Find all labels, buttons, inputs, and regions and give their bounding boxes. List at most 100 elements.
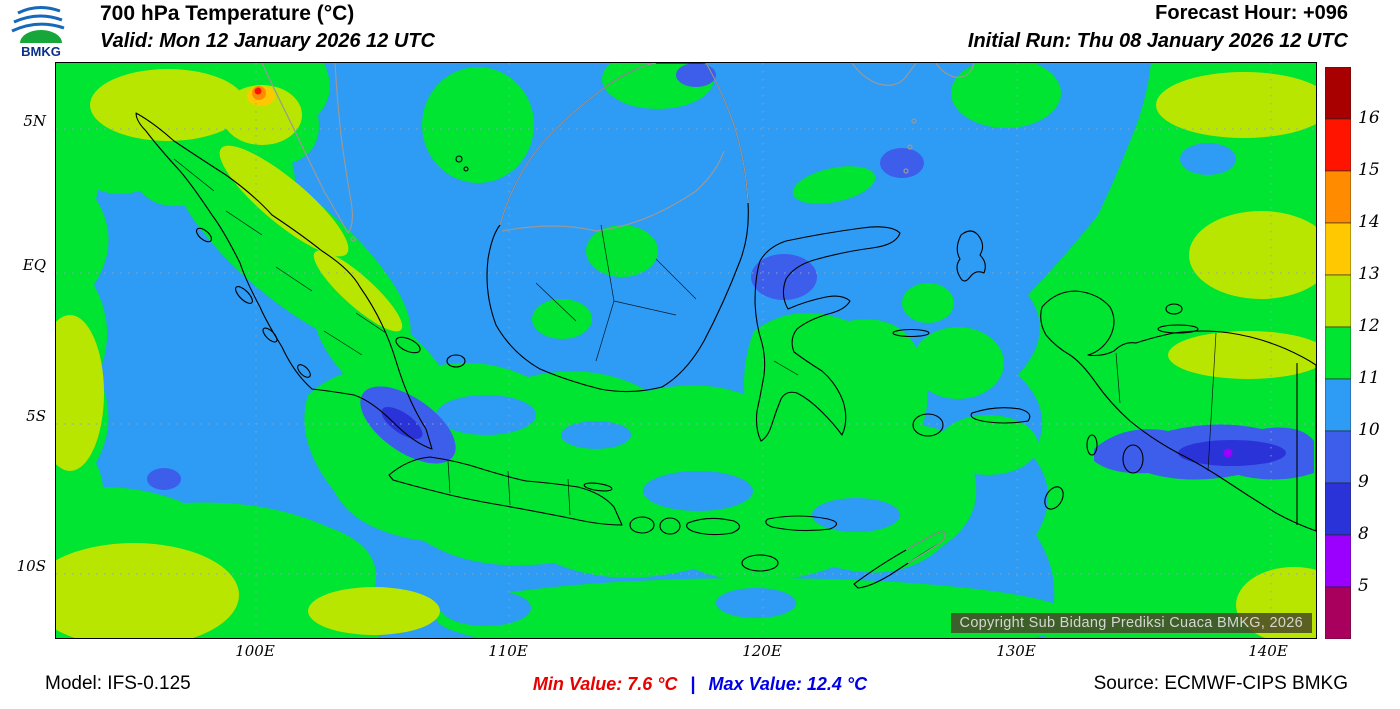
temp-regions-chartreuse <box>56 69 1316 638</box>
legend-tick: 12 <box>1358 316 1380 336</box>
legend-colorbar <box>1324 66 1352 640</box>
island-flores <box>765 515 838 532</box>
island-belitung <box>446 354 466 368</box>
lon-label-140e: 140E <box>1248 642 1288 660</box>
legend-band <box>1324 586 1352 640</box>
temp-region <box>1168 331 1316 379</box>
temp-region <box>1018 63 1316 638</box>
temp-region <box>532 299 592 339</box>
temp-region <box>902 283 954 323</box>
legend-colorbar-canvas <box>1324 66 1352 640</box>
legend-tick: 13 <box>1358 264 1380 284</box>
temp-region <box>222 85 302 145</box>
lat-label-10s: 10S <box>16 557 46 575</box>
temp-region <box>219 145 349 257</box>
lon-label-100e: 100E <box>235 642 275 660</box>
island-buru <box>912 413 944 437</box>
admin-border-java <box>447 460 571 516</box>
island-sula <box>892 328 930 338</box>
legend-band <box>1324 170 1352 224</box>
island-bali <box>629 516 655 534</box>
island-kai <box>1086 434 1098 456</box>
legend-band <box>1324 66 1352 120</box>
island-madura <box>583 482 613 492</box>
temp-region <box>381 406 423 440</box>
lon-label-110e: 110E <box>488 642 528 660</box>
island-natuna-south <box>463 166 469 172</box>
island-yapen <box>1157 324 1199 334</box>
bmkg-logo-text: BMKG <box>21 44 61 59</box>
legend-band <box>1324 378 1352 432</box>
legend-tick: 10 <box>1358 420 1380 440</box>
temp-region <box>56 315 104 471</box>
temp-region <box>880 148 924 178</box>
temp-regions-warm <box>247 86 275 106</box>
model-label: Model: IFS-0.125 <box>45 673 191 694</box>
temp-region <box>441 590 531 626</box>
legend-tick: 11 <box>1358 368 1380 388</box>
temp-region <box>951 63 1061 128</box>
island-mentawai-south <box>262 327 278 343</box>
temp-region <box>1156 72 1316 138</box>
island-sumatra <box>135 112 433 450</box>
bmkg-logo: BMKG <box>11 6 65 59</box>
temperature-map-canvas <box>56 63 1316 638</box>
island-sangihe-2 <box>907 144 913 150</box>
temp-region <box>1180 143 1236 175</box>
temp-region <box>643 471 753 511</box>
temp-region <box>792 166 876 204</box>
island-tanimbar <box>1044 486 1064 510</box>
temp-region <box>676 63 716 87</box>
border-malaysia-indonesia <box>501 150 725 232</box>
legend-tick: 9 <box>1358 472 1369 492</box>
temp-region <box>751 254 817 300</box>
forecast-hour-label: Forecast Hour: +096 <box>1155 2 1348 24</box>
temp-region <box>744 313 928 484</box>
copyright-watermark: Copyright Sub Bidang Prediksi Cuaca BMKG… <box>950 613 1312 633</box>
coast-timor-leste <box>905 530 946 564</box>
lon-label-130e: 130E <box>996 642 1036 660</box>
legend-tick: 8 <box>1358 524 1369 544</box>
island-java <box>388 456 623 526</box>
legend-band <box>1324 482 1352 536</box>
coast-singapore <box>350 236 356 242</box>
temp-regions-green <box>56 63 1316 638</box>
admin-border-papua <box>1115 332 1217 472</box>
page-title: 700 hPa Temperature (°C) <box>100 2 355 25</box>
lat-label-eq: EQ <box>22 256 46 274</box>
admin-border-borneo <box>535 224 697 362</box>
min-value-label: Min Value: 7.6 °C <box>532 674 678 694</box>
island-sulawesi <box>754 226 901 442</box>
legend-band <box>1324 222 1352 276</box>
temp-region <box>313 250 403 332</box>
island-enggano <box>297 364 311 378</box>
coast-borneo-malaysia <box>499 63 749 226</box>
lat-label-5n: 5N <box>23 112 46 130</box>
admin-border-sulawesi <box>773 360 799 376</box>
coastlines <box>135 63 1316 589</box>
temp-region <box>56 543 239 638</box>
temp-region <box>912 327 1004 399</box>
max-value-label: Max Value: 12.4 °C <box>708 674 868 694</box>
coast-malay-peninsula <box>261 63 354 234</box>
island-bangka <box>395 336 421 354</box>
temp-region <box>716 588 796 618</box>
temp-region <box>586 225 658 277</box>
legend-band <box>1324 430 1352 484</box>
temp-region <box>254 87 262 95</box>
legend-tick: 5 <box>1358 576 1369 596</box>
legend-tick: 16 <box>1358 108 1380 128</box>
island-sumbawa <box>686 517 741 536</box>
temp-region <box>308 587 440 635</box>
island-nias <box>195 227 213 243</box>
legend-band <box>1324 118 1352 172</box>
lon-label-120e: 120E <box>742 642 782 660</box>
island-sangihe-3 <box>903 168 909 174</box>
min-max-separator: | <box>690 674 696 694</box>
admin-borders <box>173 158 1217 516</box>
temp-region <box>422 67 534 183</box>
valid-time-label: Valid: Mon 12 January 2026 12 UTC <box>100 30 435 52</box>
island-papua <box>1040 290 1316 532</box>
source-label: Source: ECMWF-CIPS BMKG <box>1093 673 1348 694</box>
